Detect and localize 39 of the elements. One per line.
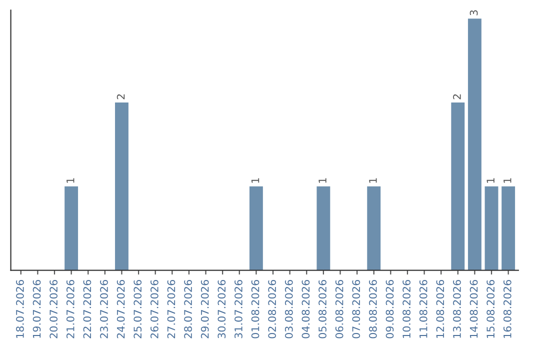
x-tick-label: 20.07.2026 (50, 280, 58, 338)
x-tick-label: 22.07.2026 (83, 280, 92, 338)
x-tick-label: 15.08.2026 (486, 280, 495, 338)
x-tick-label: 25.07.2026 (134, 280, 142, 338)
x-tick-label: 08.08.2026 (368, 280, 377, 338)
data-label: 1 (318, 178, 326, 183)
x-tick-label: 29.07.2026 (200, 280, 209, 338)
x-tick-label: 13.08.2026 (453, 280, 461, 338)
x-tick-label: 10.08.2026 (402, 280, 410, 338)
data-label: 1 (486, 178, 494, 183)
data-label: 3 (470, 10, 478, 16)
x-tick-label: 18.07.2026 (16, 280, 24, 338)
data-label: 2 (116, 94, 125, 100)
x-tick-label: 27.07.2026 (167, 280, 176, 338)
data-label: 1 (504, 178, 512, 183)
x-tick-label: 06.08.2026 (335, 280, 344, 338)
x-tick-label: 09.08.2026 (386, 280, 394, 338)
data-label: 1 (66, 178, 74, 183)
x-tick-label: 11.08.2026 (419, 280, 428, 338)
data-label: 2 (453, 94, 461, 100)
x-tick-label: 21.07.2026 (66, 280, 74, 338)
x-tick-label: 01.08.2026 (251, 280, 260, 338)
x-tick-label: 02.08.2026 (268, 280, 276, 338)
data-label: 1 (369, 178, 377, 183)
x-tick-label: 30.07.2026 (218, 280, 226, 338)
x-tick-label: 03.08.2026 (284, 280, 293, 338)
x-tick-label: 24.07.2026 (116, 280, 125, 338)
x-tick-label: 23.07.2026 (100, 280, 108, 338)
x-tick-label: 04.08.2026 (302, 280, 310, 338)
data-label: 1 (251, 178, 260, 183)
x-tick-label: 26.07.2026 (150, 280, 158, 338)
x-tick-label: 07.08.2026 (352, 280, 360, 338)
x-tick-label: 19.07.2026 (32, 280, 41, 338)
x-tick-label: 16.08.2026 (503, 280, 512, 338)
x-tick-label: 31.07.2026 (234, 280, 242, 338)
x-tick-label: 14.08.2026 (470, 280, 478, 338)
x-tick-label: 05.08.2026 (318, 280, 326, 338)
x-tick-label: 28.07.2026 (184, 280, 192, 338)
x-tick-label: 12.08.2026 (436, 280, 444, 338)
